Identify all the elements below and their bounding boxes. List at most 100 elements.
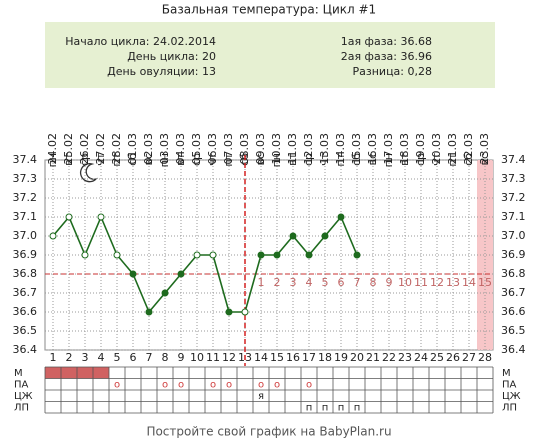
footer: Постройте свой график на BabyPlan.ru [146, 425, 391, 439]
info-text: День овуляции: 13 [107, 65, 216, 78]
x-tick-label: 16 [286, 351, 300, 364]
info-text: День цикла: 20 [127, 50, 216, 63]
weekday-label: ср [78, 153, 91, 166]
table-fill [45, 367, 61, 379]
date-label: 22.03 [462, 133, 475, 165]
chart-title: Базальная температура: Цикл #1 [162, 3, 376, 17]
temperature-point [129, 270, 137, 278]
table-row-label: ПА [14, 379, 29, 390]
weekday-label: чт [206, 152, 219, 165]
date-label: 02.03 [142, 133, 155, 165]
table-symbol: о [274, 379, 280, 390]
x-tick-label: 9 [178, 351, 185, 364]
table-fill [61, 367, 77, 379]
weekday-label: пн [46, 153, 59, 167]
y-tick-label-right: 36.5 [501, 324, 526, 337]
x-tick-label: 27 [462, 351, 476, 364]
info-box [45, 22, 495, 88]
weekday-label: вс [254, 153, 267, 166]
y-tick-label-right: 37.3 [501, 172, 526, 185]
date-label: 09.03 [254, 133, 267, 165]
y-tick-label-right: 37.2 [501, 191, 526, 204]
phase2-label: 3 [290, 276, 297, 289]
weekday-label: вт [398, 152, 411, 165]
table-symbol: о [210, 379, 216, 390]
x-tick-label: 14 [254, 351, 268, 364]
table-symbol: о [114, 379, 120, 390]
info-text: Разница: 0,28 [353, 65, 433, 78]
x-tick-label: 23 [398, 351, 412, 364]
temperature-point [289, 232, 297, 240]
phase2-label: 1 [258, 276, 265, 289]
x-tick-label: 21 [366, 351, 380, 364]
table-row-label: ЦЖ [14, 391, 33, 402]
weekday-label: сб [350, 153, 363, 166]
temperature-point [113, 251, 121, 259]
weekday-label: чт [94, 152, 107, 165]
x-tick-label: 22 [382, 351, 396, 364]
x-tick-label: 26 [446, 351, 460, 364]
x-tick-label: 15 [270, 351, 284, 364]
table-row-label-right: ЛП [502, 402, 517, 413]
x-tick-label: 25 [430, 351, 444, 364]
date-label: 20.03 [430, 133, 443, 165]
temperature-point [353, 251, 361, 259]
table-symbol: п [338, 402, 345, 413]
x-tick-label: 19 [334, 351, 348, 364]
weekday-label: вт [174, 152, 187, 165]
date-label: 14.03 [334, 133, 347, 165]
y-tick-label-right: 36.4 [501, 343, 526, 356]
y-tick-label-right: 37.1 [501, 210, 526, 223]
weekday-label: вт [286, 152, 299, 165]
weekday-label: вт [62, 152, 75, 165]
table-symbol: о [258, 379, 264, 390]
y-tick-label-right: 36.8 [501, 267, 526, 280]
y-tick-label: 36.5 [13, 324, 38, 337]
moon-icon [79, 163, 99, 183]
temperature-point [81, 251, 89, 259]
temperature-point [321, 232, 329, 240]
phase2-label: 6 [338, 276, 345, 289]
table-row-label: ЛП [14, 402, 29, 413]
table-fill [93, 367, 109, 379]
phase2-label: 5 [322, 276, 329, 289]
date-label: 13.03 [318, 133, 331, 165]
y-tick-label-right: 36.6 [501, 305, 526, 318]
date-label: 11.03 [286, 133, 299, 165]
info-text: 1ая фаза: 36.68 [341, 35, 432, 48]
weekday-label: чт [318, 152, 331, 165]
y-tick-label-right: 36.7 [501, 286, 526, 299]
table-symbol: о [226, 379, 232, 390]
weekday-label: пт [446, 152, 459, 166]
date-label: 04.03 [174, 133, 187, 165]
weekday-label: пн [270, 153, 283, 167]
x-tick-label: 8 [162, 351, 169, 364]
date-label: 01.03 [126, 133, 139, 165]
date-label: 08.03 [238, 133, 251, 165]
date-label: 21.03 [446, 133, 459, 165]
y-tick-label: 36.6 [13, 305, 38, 318]
phase2-label: 8 [370, 276, 377, 289]
y-tick-label: 37.3 [13, 172, 38, 185]
y-tick-label-right: 36.9 [501, 248, 526, 261]
phase2-label: 14 [462, 276, 476, 289]
temperature-point [241, 308, 249, 316]
y-tick-label: 37.0 [13, 229, 38, 242]
x-tick-label: 7 [146, 351, 153, 364]
info-text: 2ая фаза: 36.96 [341, 50, 432, 63]
temperature-point [177, 270, 185, 278]
x-tick-label: 11 [206, 351, 220, 364]
date-label: 27.02 [94, 133, 107, 165]
table-symbol: о [178, 379, 184, 390]
info-text: Начало цикла: 24.02.2014 [65, 35, 216, 48]
y-tick-label: 36.8 [13, 267, 38, 280]
date-label: 05.03 [190, 133, 203, 165]
x-tick-label: 24 [414, 351, 428, 364]
weekday-label: ср [414, 153, 427, 166]
phase2-label: 10 [398, 276, 412, 289]
table-symbol: п [306, 402, 313, 413]
temperature-point [337, 213, 345, 221]
phase2-label: 9 [386, 276, 393, 289]
date-label: 12.03 [302, 133, 315, 165]
